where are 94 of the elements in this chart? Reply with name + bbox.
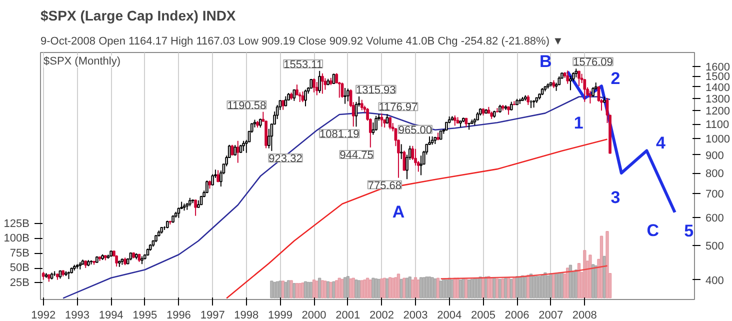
y2-tick-label: 125B [4, 218, 30, 230]
annotation: 1081.19 [319, 128, 360, 141]
candlestick [588, 90, 592, 104]
chart-title: $SPX (Large Cap Index) INDX [40, 8, 236, 24]
y-tick-label: 1500 [706, 71, 730, 84]
y-tick-label: 1400 [706, 82, 730, 94]
y-tick-label: 600 [706, 212, 724, 224]
line-series [62, 96, 611, 299]
candlestick [340, 82, 344, 98]
candlestick [360, 99, 364, 111]
candlestick [566, 70, 570, 84]
x-tick-label: 1997 [200, 310, 225, 321]
x-tick-label: 2006 [504, 310, 530, 321]
y-tick-label: 500 [706, 240, 724, 252]
candlestick [282, 100, 284, 110]
x-tick-label: 2004 [437, 310, 462, 321]
candlestick [206, 180, 208, 194]
y2-tick-label: 100B [4, 232, 30, 245]
candlestick [321, 72, 324, 94]
candlestick [236, 140, 240, 164]
candlestick [388, 117, 392, 130]
x-tick-label: 2007 [538, 310, 564, 321]
x-tick-label: 2000 [302, 310, 326, 321]
y-tick-label: 1100 [706, 119, 730, 132]
candlestick [312, 78, 316, 93]
annotation: 775.68 [368, 180, 402, 192]
candlestick [230, 144, 234, 156]
line-series [440, 265, 608, 280]
y2-tick-label: 50B [10, 262, 30, 274]
x-tick-label: 1999 [268, 310, 292, 321]
y-tick-label: 900 [706, 150, 724, 162]
candlestick [304, 89, 307, 107]
candlestick [298, 92, 302, 102]
candlestick [344, 87, 346, 104]
candlestick [211, 174, 214, 186]
y-tick-label: 1000 [706, 134, 730, 146]
candlestick [420, 155, 422, 176]
x-tick-label: 2003 [403, 310, 428, 321]
candlestick [346, 88, 350, 102]
chart-subtitle: 9-Oct-2008 Open 1164.17 High 1167.03 Low 909.19 Close 909.92 Volume 41.0B Chg -254.82 (-21.88%) ▼ [40, 36, 564, 48]
annotation: 965.00 [398, 124, 432, 136]
x-tick-label: 2001 [336, 310, 360, 321]
y2-tick-label: 25B [10, 276, 30, 289]
x-tick-label: 2002 [369, 310, 394, 321]
candlestick [284, 96, 288, 107]
line-series [226, 138, 608, 299]
candlestick [332, 73, 336, 84]
annotation: 944.75 [340, 149, 374, 162]
candlestick [318, 70, 321, 94]
candlestick [301, 91, 304, 103]
annotation: 1190.58 [227, 100, 266, 112]
annotation: 923.32 [268, 152, 302, 165]
y-tick-label: 1200 [706, 106, 730, 118]
x-tick-label: 1998 [234, 310, 259, 321]
line-series [566, 70, 676, 214]
annotation: 2 [610, 69, 620, 88]
candlestick [194, 199, 197, 216]
annotation: $SPX (Monthly) [44, 56, 121, 68]
annotation: A [392, 202, 405, 222]
candlestick [400, 144, 403, 160]
annotation: 4 [656, 134, 666, 153]
annotation: 1176.97 [378, 102, 418, 114]
candlestick [526, 94, 530, 106]
y-tick-label: 700 [706, 188, 724, 201]
x-tick-label: 2005 [470, 310, 496, 321]
candlestick [315, 81, 318, 96]
candlestick [569, 75, 572, 91]
annotation: 5 [684, 221, 694, 240]
candlestick [592, 86, 595, 98]
x-tick-label: 1995 [132, 310, 158, 321]
annotation: 3 [610, 188, 620, 208]
x-tick-label: 2008 [572, 310, 597, 321]
annotation: B [539, 52, 552, 72]
x-tick-label: 1993 [65, 310, 90, 321]
annotation: 1315.93 [356, 84, 396, 96]
y-tick-label: 800 [706, 168, 724, 180]
candlestick [216, 170, 220, 182]
x-tick-label: 1996 [166, 310, 191, 321]
candlestick [374, 115, 378, 132]
candlestick [453, 114, 456, 126]
annotation: 1 [574, 113, 584, 132]
x-tick-label: 1992 [31, 310, 56, 321]
y-tick-label: 400 [706, 274, 724, 287]
candlestick [242, 140, 245, 152]
y-tick-label: 1600 [706, 61, 730, 74]
candlestick [578, 70, 580, 87]
candlestick [177, 207, 180, 218]
y-tick-label: 1300 [706, 93, 730, 106]
annotation: C [646, 220, 660, 240]
annotation: 1576.09 [573, 56, 613, 69]
x-tick-label: 1994 [98, 310, 124, 321]
candlestick [380, 113, 384, 128]
y2-tick-label: 75B [10, 247, 30, 260]
annotation: 1553.11 [284, 58, 323, 71]
